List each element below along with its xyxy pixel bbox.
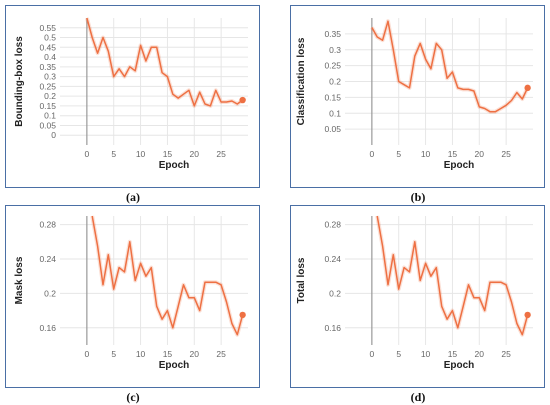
panel-d-x-axis-title: Epoch — [444, 360, 475, 371]
panel-a-x-tick-label: 15 — [163, 149, 173, 159]
panel-c-x-tick-label: 5 — [111, 349, 116, 359]
panel-b-series-shadow — [370, 19, 530, 114]
panel-a-y-tick-label: 0 — [51, 130, 56, 140]
panel-c-x-tick-label: 10 — [136, 349, 146, 359]
panel-b-y-tick-label: 0.35 — [324, 29, 341, 39]
panel-d-y-tick-label: 0.16 — [324, 323, 341, 333]
panel-a-y-tick-label: 0.35 — [39, 62, 56, 72]
panel-c-frame — [5, 205, 260, 388]
panel-d-series-line — [376, 215, 529, 336]
panel-c-x-axis-title: Epoch — [159, 360, 190, 371]
panel-a-y-tick-label: 0.25 — [39, 81, 56, 91]
panel-a-x-tick-label: 5 — [111, 149, 116, 159]
panel-a-y-tick-label: 0.5 — [44, 33, 56, 43]
panel-a-y-tick-label: 0.55 — [39, 23, 56, 33]
panel-b-x-tick-label: 15 — [448, 149, 458, 159]
panel-d-x-tick-label: 5 — [396, 349, 401, 359]
caption-d: (d) — [410, 390, 426, 404]
panel-a-last-point — [239, 96, 246, 104]
panel-b-x-tick-label: 20 — [475, 149, 485, 159]
panel-b-y-tick-label: 0.15 — [324, 92, 341, 102]
panel-b-x-tick-label: 0 — [369, 149, 374, 159]
panel-d-frame — [290, 205, 545, 388]
panel-a-series-line — [86, 17, 244, 107]
panel-d-y-tick-label: 0.28 — [324, 220, 341, 230]
panel-b-x-axis-title: Epoch — [444, 160, 475, 171]
panel-b-frame — [290, 5, 545, 188]
panel-a-x-tick-label: 0 — [84, 149, 89, 159]
panel-a-y-tick-label: 0.1 — [44, 111, 56, 121]
panel-d-y-tick-label: 0.2 — [329, 288, 341, 298]
panel-c-series-line — [91, 215, 244, 336]
panel-c-x-tick-label: 20 — [190, 349, 200, 359]
panel-b-last-point — [524, 84, 531, 92]
panel-a-y-tick-label: 0.45 — [39, 42, 56, 52]
panel-c-last-point — [239, 311, 246, 319]
panel-a-y-tick-label: 0.05 — [39, 120, 56, 130]
panel-d-x-tick-label: 0 — [369, 349, 374, 359]
panel-a-y-axis-title: Bounding-box loss — [14, 36, 25, 127]
panel-c-x-tick-label: 15 — [163, 349, 173, 359]
panel-d-x-tick-label: 20 — [475, 349, 485, 359]
panel-d-last-point — [524, 311, 531, 319]
panel-a-y-tick-label: 0.4 — [44, 52, 56, 62]
panel-a-x-axis-title: Epoch — [159, 160, 190, 171]
panel-d-x-tick-label: 10 — [421, 349, 431, 359]
panel-b-y-tick-label: 0.1 — [329, 108, 341, 118]
panel-c-y-tick-label: 0.16 — [39, 323, 56, 333]
panel-b-y-tick-label: 0.05 — [324, 124, 341, 134]
panel-d-y-tick-label: 0.24 — [324, 254, 341, 264]
panel-b-series-line — [371, 20, 529, 113]
panel-a-x-tick-label: 25 — [216, 149, 226, 159]
panel-c-y-tick-label: 0.2 — [44, 288, 56, 298]
panel-d-x-tick-label: 15 — [448, 349, 458, 359]
panel-b-y-tick-label: 0.3 — [329, 45, 341, 55]
panel-c-y-axis-title: Mask loss — [14, 256, 25, 304]
panel-c-y-tick-label: 0.28 — [39, 220, 56, 230]
panel-d-x-tick-label: 25 — [501, 349, 511, 359]
caption-b: (b) — [410, 190, 426, 204]
panel-c-x-tick-label: 25 — [216, 349, 226, 359]
panel-b-x-tick-label: 25 — [501, 149, 511, 159]
panel-a-y-tick-label: 0.2 — [44, 91, 56, 101]
panel-b-y-tick-label: 0.25 — [324, 61, 341, 71]
caption-a: (a) — [126, 190, 140, 204]
panel-a-x-tick-label: 10 — [136, 149, 146, 159]
panel-b-y-tick-label: 0.2 — [329, 77, 341, 87]
panel-c-y-tick-label: 0.24 — [39, 254, 56, 264]
panel-a-x-tick-label: 20 — [190, 149, 200, 159]
panel-c-x-tick-label: 0 — [84, 349, 89, 359]
panel-b-y-axis-title: Classification loss — [296, 37, 307, 125]
panel-b-x-tick-label: 5 — [396, 149, 401, 159]
caption-c: (c) — [126, 390, 140, 404]
panel-d-y-axis-title: Total loss — [296, 257, 307, 303]
panel-b-x-tick-label: 10 — [421, 149, 431, 159]
panel-a-y-tick-label: 0.15 — [39, 101, 56, 111]
panel-a-y-tick-label: 0.3 — [44, 72, 56, 82]
